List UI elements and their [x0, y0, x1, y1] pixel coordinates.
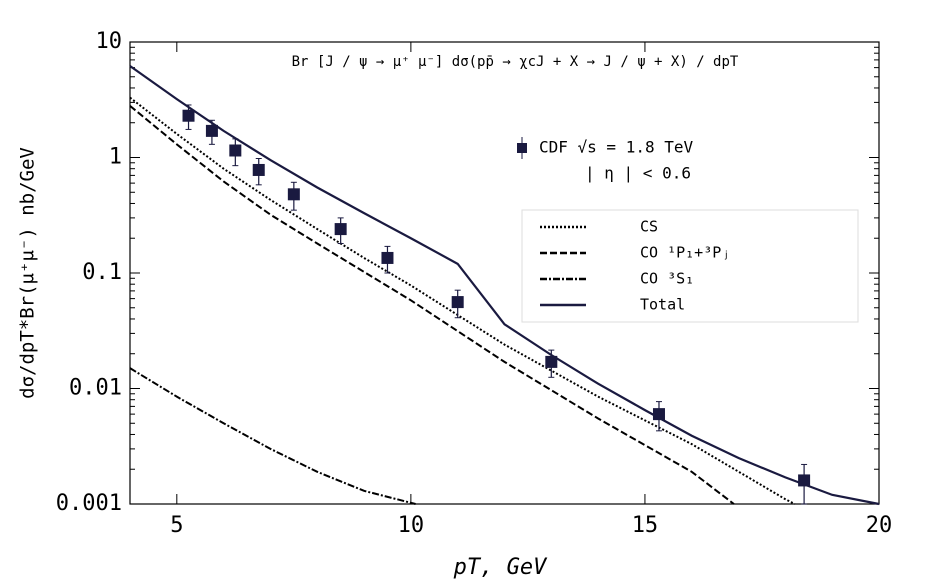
- data-point: [252, 163, 265, 176]
- curve: [129, 65, 880, 506]
- x-tick-label: 20: [866, 513, 893, 538]
- y-tick-label: 0.01: [69, 376, 122, 401]
- legend-label: CO ³S₁: [640, 270, 694, 288]
- y-tick-label: 0.1: [82, 260, 122, 285]
- legend-point: [517, 143, 527, 153]
- y-tick-label: 0.001: [56, 491, 122, 516]
- x-tick-label: 10: [398, 513, 425, 538]
- y-tick-label: 10: [96, 29, 123, 54]
- legend-label: CS: [640, 218, 658, 236]
- legend-label: CO ¹P₁+³Pⱼ: [640, 244, 730, 262]
- x-tick-label: 5: [170, 513, 183, 538]
- y-tick-label: 1: [109, 145, 122, 170]
- data-point: [182, 109, 195, 122]
- plot-frame: [129, 41, 880, 505]
- curve: [129, 105, 735, 505]
- data-point: [229, 144, 242, 157]
- legend-label: Total: [640, 296, 685, 314]
- curve: [129, 367, 416, 505]
- data-point: [451, 296, 464, 309]
- data-point: [545, 355, 558, 368]
- legend-box: [521, 209, 859, 323]
- data-point: [381, 251, 394, 264]
- data-point: [205, 124, 218, 137]
- data-point: [798, 474, 811, 487]
- legend-label: CDF √s = 1.8 TeV: [539, 138, 693, 157]
- data-point: [287, 188, 300, 201]
- data-point: [334, 223, 347, 236]
- data-point: [652, 408, 665, 421]
- legend-note: | η | < 0.6: [585, 164, 691, 183]
- x-tick-label: 15: [632, 513, 659, 538]
- x-axis-label: pT, GeV: [453, 555, 548, 580]
- y-axis-label: dσ/dpT*Br(μ⁺μ⁻) nb/GeV: [17, 147, 39, 399]
- chart-title: Br [J / ψ → μ⁺ μ⁻] dσ(pp̄ → χcJ + X → J …: [292, 54, 739, 70]
